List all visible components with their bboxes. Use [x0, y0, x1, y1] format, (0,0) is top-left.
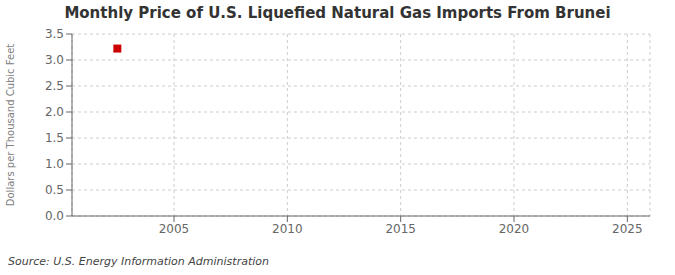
- svg-text:0.5: 0.5: [45, 183, 64, 197]
- svg-text:2.5: 2.5: [45, 79, 64, 93]
- svg-text:0.0: 0.0: [45, 209, 64, 223]
- svg-text:3.0: 3.0: [45, 53, 64, 67]
- svg-text:2.0: 2.0: [45, 105, 64, 119]
- html-text:Monthly Price of U.S. Liquefie: Monthly Price of U.S. Liquefied Natural …: [64, 4, 611, 22]
- svg-text:2005: 2005: [159, 222, 190, 236]
- svg-text:1.0: 1.0: [45, 157, 64, 171]
- svg-text:Dollars per Thousand Cubic Fee: Dollars per Thousand Cubic Feet: [5, 44, 16, 207]
- svg-text:2025: 2025: [612, 222, 643, 236]
- svg-text:2015: 2015: [385, 222, 416, 236]
- html-text:Source: U.S. Energy Informatio: Source: U.S. Energy Information Administ…: [8, 255, 269, 268]
- svg-text:2010: 2010: [272, 222, 303, 236]
- svg-text:2020: 2020: [499, 222, 530, 236]
- svg-text:1.5: 1.5: [45, 131, 64, 145]
- svg-text:3.5: 3.5: [45, 27, 64, 41]
